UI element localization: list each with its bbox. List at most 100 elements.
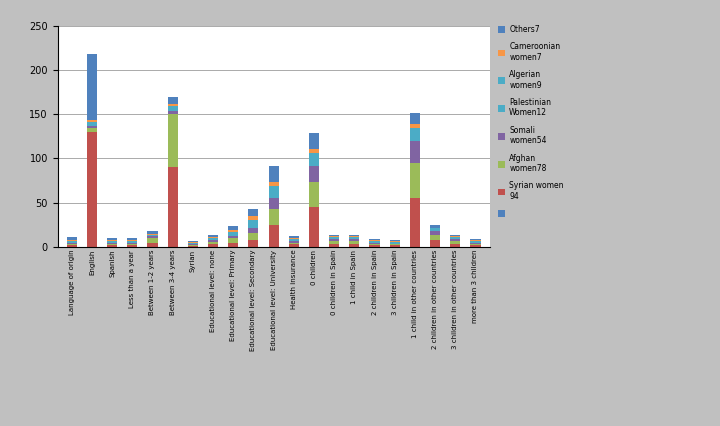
Bar <box>269 199 279 209</box>
Bar <box>188 244 198 245</box>
Bar <box>450 241 460 244</box>
Bar <box>309 133 319 149</box>
Bar <box>369 243 379 244</box>
Bar <box>450 244 460 247</box>
Bar <box>430 225 440 227</box>
Bar <box>430 228 440 229</box>
Bar <box>329 236 339 237</box>
Bar <box>248 209 258 216</box>
Bar <box>87 128 97 132</box>
Bar <box>269 225 279 247</box>
Bar <box>127 240 138 241</box>
Bar <box>127 238 138 240</box>
Bar <box>349 241 359 244</box>
Bar <box>87 132 97 247</box>
Bar <box>430 227 440 228</box>
Bar <box>369 240 379 241</box>
Bar <box>289 236 299 238</box>
Bar <box>228 234 238 236</box>
Bar <box>410 134 420 141</box>
Bar <box>228 243 238 247</box>
Bar <box>309 153 319 159</box>
Bar <box>127 242 138 243</box>
Bar <box>248 240 258 247</box>
Bar <box>349 236 359 237</box>
Bar <box>450 235 460 236</box>
Bar <box>369 241 379 242</box>
Bar <box>410 124 420 128</box>
Bar <box>67 243 77 244</box>
Bar <box>188 241 198 242</box>
Bar <box>269 186 279 191</box>
Bar <box>168 111 178 114</box>
Bar <box>430 240 440 247</box>
Bar <box>87 122 97 124</box>
Bar <box>309 207 319 247</box>
Bar <box>168 167 178 247</box>
Bar <box>470 240 480 241</box>
Bar <box>168 106 178 108</box>
Bar <box>148 231 158 234</box>
Bar <box>228 226 238 230</box>
Bar <box>208 237 218 238</box>
Bar <box>208 242 218 245</box>
Bar <box>228 236 238 238</box>
Bar <box>168 114 178 167</box>
Bar <box>349 235 359 236</box>
Bar <box>248 233 258 240</box>
Bar <box>410 128 420 134</box>
Bar <box>208 245 218 247</box>
Bar <box>228 230 238 232</box>
Bar <box>168 104 178 106</box>
Bar <box>369 239 379 240</box>
Bar <box>390 244 400 245</box>
Bar <box>470 245 480 247</box>
Bar <box>329 244 339 247</box>
Bar <box>430 229 440 231</box>
Bar <box>390 241 400 242</box>
Bar <box>470 243 480 244</box>
Bar <box>67 244 77 245</box>
Bar <box>248 216 258 220</box>
Bar <box>148 238 158 243</box>
Bar <box>208 240 218 242</box>
Bar <box>67 241 77 242</box>
Bar <box>67 245 77 247</box>
Bar <box>188 242 198 243</box>
Bar <box>329 237 339 238</box>
Bar <box>67 240 77 241</box>
Legend: Others7, Cameroonian
women7, Algerian
women9, Palestinian
Women12, Somali
women5: Others7, Cameroonian women7, Algerian wo… <box>498 25 564 218</box>
Bar <box>470 244 480 245</box>
Bar <box>127 243 138 244</box>
Bar <box>309 149 319 153</box>
Bar <box>107 242 117 243</box>
Bar <box>127 245 138 247</box>
Bar <box>410 141 420 163</box>
Bar <box>208 235 218 237</box>
Bar <box>329 235 339 236</box>
Bar <box>148 243 158 247</box>
Bar <box>470 239 480 240</box>
Bar <box>188 245 198 246</box>
Bar <box>168 108 178 111</box>
Bar <box>450 236 460 237</box>
Bar <box>148 236 158 238</box>
Bar <box>208 239 218 240</box>
Bar <box>248 223 258 227</box>
Bar <box>450 239 460 241</box>
Bar <box>208 238 218 239</box>
Bar <box>369 242 379 243</box>
Bar <box>87 124 97 126</box>
Bar <box>289 240 299 241</box>
Bar <box>329 238 339 239</box>
Bar <box>107 245 117 247</box>
Bar <box>87 126 97 128</box>
Bar <box>87 54 97 121</box>
Bar <box>369 245 379 247</box>
Bar <box>148 235 158 236</box>
Bar <box>269 166 279 181</box>
Bar <box>470 241 480 242</box>
Bar <box>107 240 117 241</box>
Bar <box>248 220 258 223</box>
Bar <box>248 227 258 233</box>
